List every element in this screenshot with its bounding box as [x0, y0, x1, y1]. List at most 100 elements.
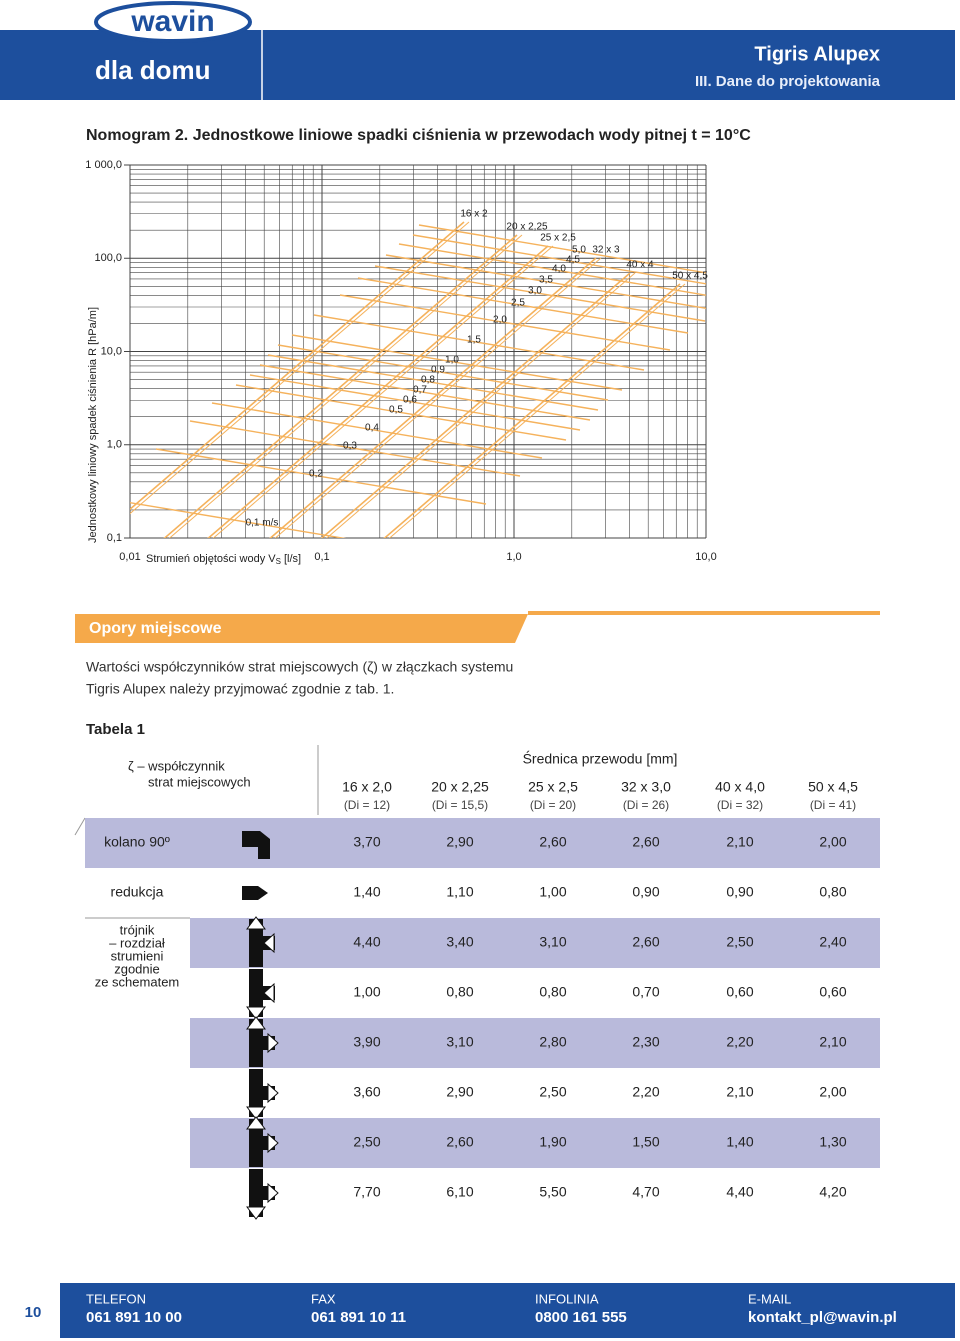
pipe-line [388, 283, 686, 538]
pipe-line [269, 257, 597, 538]
cell: 2,60 [446, 1134, 473, 1150]
y-tick-label: 1,0 [107, 439, 122, 451]
velocity-line [211, 402, 543, 459]
page-number: 10 [25, 1304, 42, 1321]
flow-arrow [263, 982, 275, 1004]
velocity-label: 0,8 [421, 375, 435, 386]
velocity-label: 0,2 [309, 469, 323, 480]
flow-arrow [246, 1006, 266, 1020]
cell: 1,00 [353, 984, 380, 1000]
flow-arrow [267, 1082, 279, 1104]
cell: 4,40 [353, 934, 380, 950]
flow-arrow [246, 916, 266, 930]
cell: 2,20 [726, 1034, 753, 1050]
column-size: 50 x 4,5 [808, 779, 858, 795]
velocity-label: 3,0 [528, 286, 542, 297]
velocity-label: 0,1 m/s [246, 518, 279, 529]
velocity-line [313, 314, 645, 371]
velocity-line [130, 501, 347, 538]
velocity-label: 0,5 [389, 405, 403, 416]
velocity-label: 0,9 [431, 365, 445, 376]
cell: 2,10 [726, 1084, 753, 1100]
column-size: 40 x 4,0 [715, 779, 765, 795]
x-axis-label-subscript: S [276, 557, 281, 566]
cell: 2,40 [819, 934, 846, 950]
pipe-line [326, 272, 636, 538]
group-header: Średnica przewodu [mm] [523, 750, 678, 767]
velocity-label: 0,6 [403, 395, 417, 406]
x-axis-label: Strumień objętości wody VS [l/s] [146, 553, 301, 566]
cell: 2,20 [632, 1084, 659, 1100]
velocity-line [267, 354, 599, 411]
row-label: redukcja [111, 884, 164, 900]
flow-arrow [246, 1106, 266, 1120]
fitting-icon [246, 1069, 279, 1120]
tee-body [249, 969, 263, 1017]
cell: 1,90 [539, 1134, 566, 1150]
contact-value: kontakt_pl@wavin.pl [748, 1309, 897, 1326]
cell: 0,70 [632, 984, 659, 1000]
velocity-line [398, 243, 706, 296]
cell: 0,80 [446, 984, 473, 1000]
heading-band [75, 614, 528, 643]
cell: 3,90 [353, 1034, 380, 1050]
pipe-line [168, 234, 523, 538]
velocity-label: 2,5 [511, 298, 525, 309]
cell: 6,10 [446, 1184, 473, 1200]
page-title: Nomogram 2. Jednostkowe liniowe spadki c… [86, 127, 751, 144]
tee-label: zgodnie [114, 961, 160, 976]
pipe-line [130, 221, 465, 511]
column-di: (Di = 32) [717, 798, 763, 812]
footer: TELEFON 061 891 10 00 FAX 061 891 10 11 INFO… [86, 1291, 897, 1326]
velocity-line [235, 384, 567, 441]
velocity-label: 0,3 [343, 441, 357, 452]
cell: 0,60 [726, 984, 753, 1000]
cell: 1,50 [632, 1134, 659, 1150]
column-di: (Di = 12) [344, 798, 390, 812]
cell: 2,60 [632, 934, 659, 950]
pipe-label: 16 x 2 [460, 209, 488, 220]
row-band [190, 918, 880, 968]
cell: 2,10 [726, 834, 753, 850]
pipe-line [130, 221, 470, 515]
column-di: (Di = 41) [810, 798, 856, 812]
pipe-label: 32 x 3 [592, 245, 620, 256]
logo: wavin [130, 5, 214, 38]
flow-arrow [267, 1032, 279, 1054]
cell: 2,90 [446, 1084, 473, 1100]
cell: 2,00 [819, 834, 846, 850]
flow-arrow [246, 1016, 266, 1030]
pipe-label: 40 x 4 [626, 260, 654, 271]
tee-label: strumieni [111, 948, 164, 963]
cell: 1,40 [353, 884, 380, 900]
section-name: III. Dane do projektowania [695, 73, 881, 90]
cell: 0,90 [726, 884, 753, 900]
velocity-line [291, 334, 623, 391]
cell: 2,80 [539, 1034, 566, 1050]
pipe-line [207, 245, 549, 538]
contact-value: 061 891 10 00 [86, 1309, 182, 1326]
contact-value: 061 891 10 11 [311, 1309, 406, 1326]
contact-label: INFOLINIA [535, 1291, 599, 1306]
x-tick-label: 0,1 [314, 551, 329, 563]
velocity-line [339, 294, 671, 351]
velocity-label: 4,5 [566, 255, 580, 266]
cell: 3,40 [446, 934, 473, 950]
column-di: (Di = 20) [530, 798, 576, 812]
y-tick-label: 100,0 [94, 252, 122, 264]
cell: 0,90 [632, 884, 659, 900]
cell: 2,60 [632, 834, 659, 850]
velocity-label: 0,7 [413, 385, 427, 396]
velocity-label: 1,5 [467, 335, 481, 346]
velocity-label: 2,0 [493, 315, 507, 326]
y-tick-label: 0,1 [107, 532, 122, 544]
fitting-icon [246, 1016, 279, 1067]
intro-line: Tigris Alupex należy przyjmować zgodnie … [86, 681, 394, 697]
tee-label: – rozdział [109, 935, 165, 950]
column-size: 25 x 2,5 [528, 779, 578, 795]
velocity-line [189, 420, 521, 477]
column-di: (Di = 15,5) [432, 798, 488, 812]
flow-arrow [246, 1206, 266, 1220]
cell: 3,10 [446, 1034, 473, 1050]
